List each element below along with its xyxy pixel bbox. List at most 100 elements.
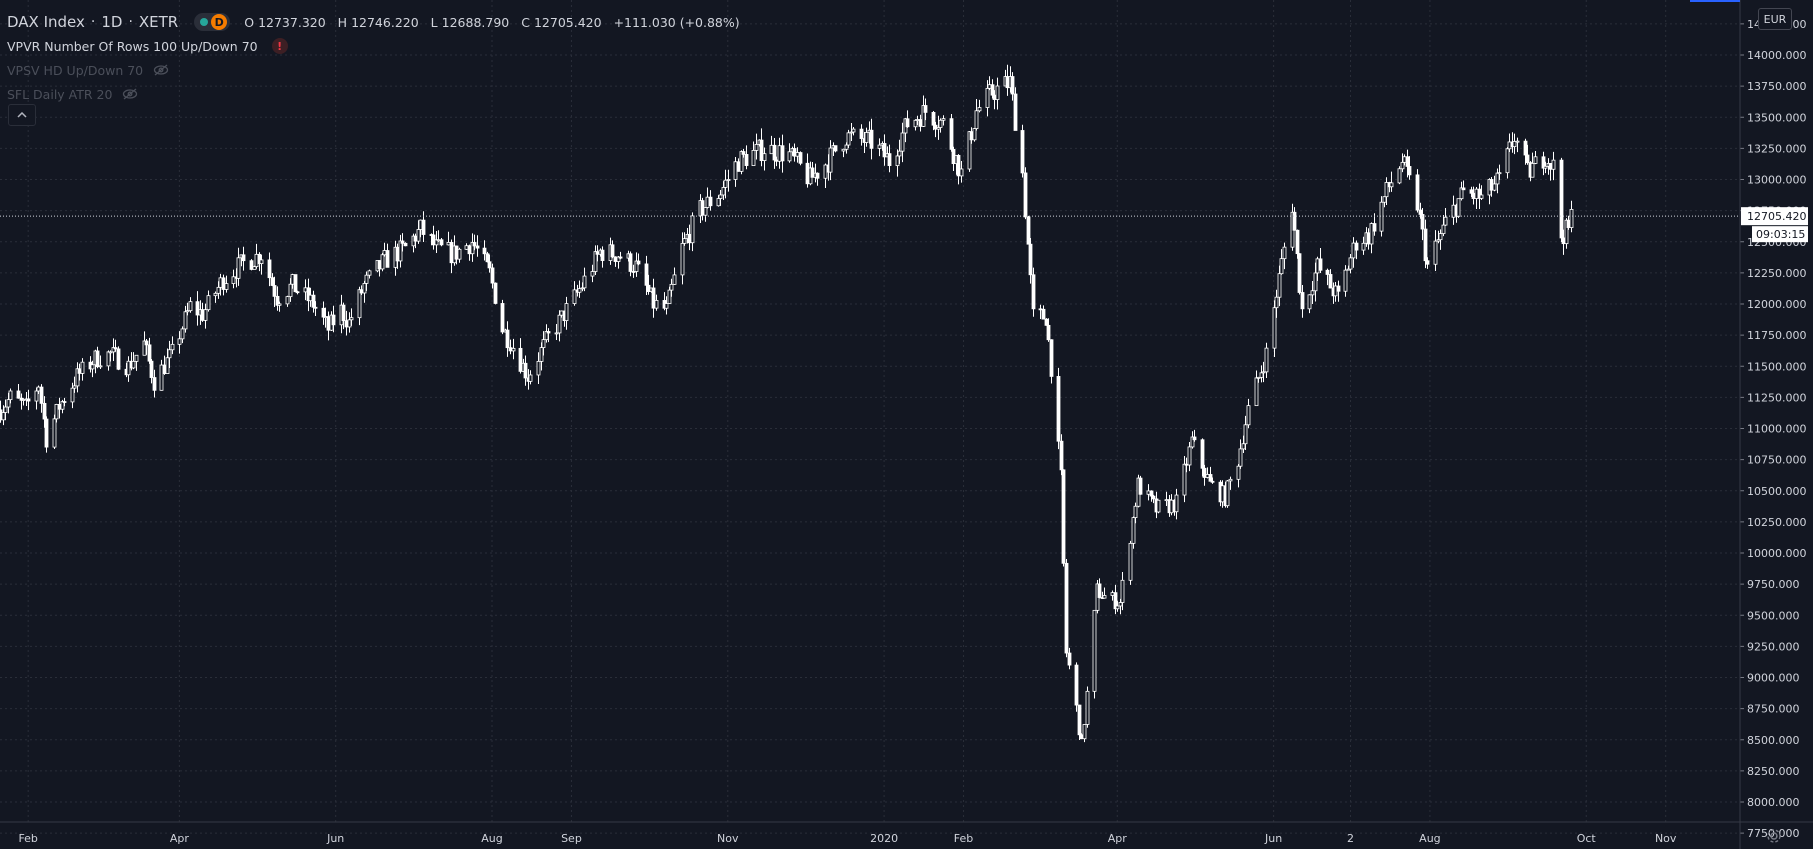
indicator-label[interactable]: SFL Daily ATR 20 <box>7 86 113 102</box>
candle-body <box>1079 734 1084 740</box>
collapse-legend-button[interactable] <box>8 104 36 126</box>
candle-body <box>557 314 562 334</box>
candle-body <box>1205 474 1210 478</box>
eye-off-icon[interactable] <box>122 88 138 100</box>
candle-body <box>1164 499 1169 502</box>
candle-body <box>769 144 774 155</box>
y-axis-tick-label: 14000.000 <box>1747 49 1807 62</box>
candle-body <box>39 386 44 404</box>
candle-body <box>272 285 277 297</box>
candle-body <box>1110 592 1115 596</box>
candle-body <box>1156 499 1161 513</box>
candle-body <box>841 148 846 152</box>
candle-body <box>313 306 318 309</box>
chevron-up-icon <box>17 112 27 118</box>
candle-body <box>1118 602 1123 607</box>
candle-body <box>1059 440 1064 471</box>
y-axis-tick-label: 13750.000 <box>1747 80 1807 93</box>
candle-body <box>1551 159 1556 170</box>
candle-body <box>1026 216 1031 245</box>
gear-icon[interactable] <box>1766 828 1782 844</box>
candle-body <box>539 347 544 362</box>
candle-body <box>956 154 961 177</box>
candle-body <box>1438 233 1443 241</box>
session-badges[interactable]: D <box>194 13 231 31</box>
candle-body <box>1328 274 1333 289</box>
candle-body <box>613 256 618 262</box>
candle-body <box>1149 490 1154 497</box>
candle-body <box>62 401 67 403</box>
candle-body <box>493 282 498 304</box>
eye-off-icon[interactable] <box>153 64 169 76</box>
candle-body <box>511 347 516 352</box>
interval[interactable]: 1D <box>101 13 123 31</box>
candle-body <box>1433 240 1438 265</box>
candle-body <box>1056 376 1061 442</box>
candle-body <box>823 164 828 179</box>
candle-body <box>1225 480 1230 507</box>
indicator-row-vpvr[interactable]: VPVR Number Of Rows 100 Up/Down 70 ! <box>7 34 744 58</box>
candle-body <box>774 159 779 162</box>
session-badge[interactable]: D <box>211 14 228 30</box>
candle-body <box>1307 294 1312 310</box>
candle-body <box>718 194 723 199</box>
candle-body <box>293 274 298 293</box>
candle-body <box>1505 148 1510 174</box>
candle-body <box>106 351 111 367</box>
candle-body <box>500 303 505 333</box>
candle-body <box>472 242 477 247</box>
candle-body <box>1064 562 1069 654</box>
candle-body <box>1325 269 1330 275</box>
candle-body <box>972 128 977 141</box>
candle-body <box>636 260 641 265</box>
x-axis-tick-label: Jun <box>326 832 344 845</box>
candle-body <box>905 118 910 128</box>
candle-body <box>1190 436 1195 448</box>
symbol-name[interactable]: DAX Index <box>7 13 85 31</box>
candle-body <box>1182 463 1187 496</box>
candle-body <box>1379 201 1384 232</box>
candle-body <box>311 294 316 308</box>
y-axis-tick-label: 8500.000 <box>1747 734 1800 747</box>
candle-body <box>687 233 692 244</box>
x-axis-tick-label: 2 <box>1347 832 1354 845</box>
candle-body <box>949 118 954 150</box>
candle-body <box>723 179 728 188</box>
candle-body <box>1067 652 1072 666</box>
indicator-label[interactable]: VPSV HD Up/Down 70 <box>7 62 144 78</box>
candle-body <box>559 310 564 316</box>
candle-body <box>690 215 695 244</box>
candle-body <box>475 245 480 249</box>
currency-button[interactable]: EUR <box>1758 8 1792 30</box>
candle-body <box>1113 592 1118 610</box>
candle-body <box>1256 376 1261 379</box>
candle-body <box>1005 76 1010 89</box>
candle-body <box>482 247 487 255</box>
candle-body <box>267 259 272 279</box>
candle-body <box>1361 242 1366 251</box>
candle-body <box>241 254 246 262</box>
candle-body <box>754 144 759 151</box>
candle-body <box>992 94 997 100</box>
candle-body <box>44 418 49 448</box>
indicator-row-vpsv[interactable]: VPSV HD Up/Down 70 <box>7 58 744 82</box>
indicator-row-atr[interactable]: SFL Daily ATR 20 <box>7 82 744 106</box>
candle-body <box>385 250 390 268</box>
indicator-label[interactable]: VPVR Number Of Rows 100 Up/Down 70 <box>7 38 258 54</box>
candle-body <box>721 187 726 196</box>
candle-body <box>864 132 869 143</box>
candle-body <box>1049 339 1054 377</box>
candle-body <box>195 301 200 316</box>
candle-body <box>454 245 459 260</box>
candle-body <box>183 311 188 330</box>
symbol-row: DAX Index · 1D · XETR D O 12737.320 H 1274… <box>7 10 744 34</box>
candle-body <box>616 256 621 262</box>
candle-body <box>846 132 851 146</box>
low-value: 12688.790 <box>441 14 510 30</box>
candle-body <box>1120 579 1125 603</box>
warning-icon[interactable]: ! <box>271 38 288 54</box>
y-axis-tick-label: 8750.000 <box>1747 703 1800 716</box>
